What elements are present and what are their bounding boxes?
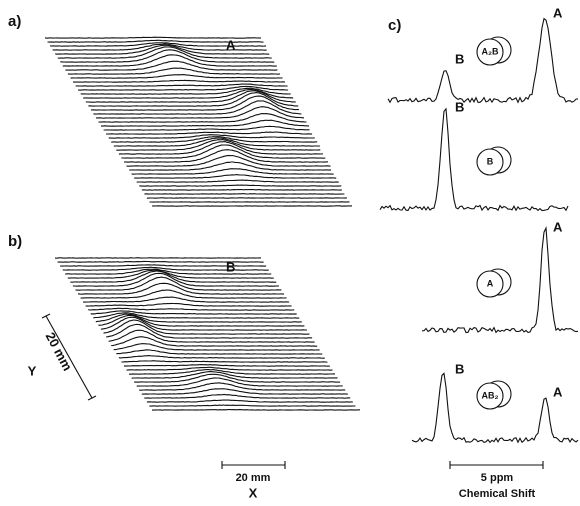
profile-line xyxy=(119,142,323,155)
figure: a) A b) B 20 mm Y 20 mm X c) 5 ppm Chemi… xyxy=(0,0,580,506)
profile-line xyxy=(152,410,360,411)
scale-label: 20 mm xyxy=(236,472,271,484)
profile-line xyxy=(71,75,283,79)
profile-line xyxy=(119,356,325,359)
peak-label: B xyxy=(455,51,464,66)
peak-label: A xyxy=(553,384,563,399)
profile-line xyxy=(127,155,331,166)
spectrum xyxy=(380,109,568,211)
phantom-label: B xyxy=(487,156,494,166)
profile-line xyxy=(149,405,355,406)
profile-line xyxy=(124,365,330,367)
scale-label: 5 ppm xyxy=(481,472,514,484)
profile-line xyxy=(58,261,264,262)
profile-line xyxy=(142,190,342,191)
profile-line xyxy=(63,55,277,66)
peak-label: B xyxy=(455,361,464,376)
profile-line xyxy=(116,140,320,151)
panel-label: c) xyxy=(388,17,401,34)
profile-line xyxy=(68,68,280,74)
profile-line xyxy=(114,344,320,351)
profile-line xyxy=(137,180,339,182)
profile-line xyxy=(144,394,350,398)
peak-label: B xyxy=(455,99,464,114)
profile-line xyxy=(121,361,327,363)
phantom-label: A xyxy=(487,278,494,288)
peak-label: A xyxy=(553,5,563,20)
profile-line xyxy=(55,258,261,259)
axis-label: Chemical Shift xyxy=(459,488,536,500)
profile-line xyxy=(93,101,301,114)
profile-line xyxy=(106,132,312,134)
panel-label: a) xyxy=(8,13,21,30)
scale-label: 20 mm xyxy=(43,330,76,373)
profile-line xyxy=(63,267,269,270)
profile-line xyxy=(73,80,285,82)
profile-line xyxy=(86,303,292,306)
profile-line xyxy=(109,330,315,342)
profile-line xyxy=(76,84,288,86)
profile-line xyxy=(104,126,310,130)
phantom-label: AB₂ xyxy=(482,390,499,400)
profile-line xyxy=(144,194,344,195)
phantom-label: A₂B xyxy=(482,46,499,56)
profile-line xyxy=(60,50,274,62)
axis-label: X xyxy=(249,485,258,500)
peak-label: A xyxy=(553,219,563,234)
profile-line xyxy=(134,175,336,179)
profile-line xyxy=(101,120,309,126)
profile-line xyxy=(96,107,304,119)
panel-label: b) xyxy=(8,233,22,250)
profile-line xyxy=(139,185,341,186)
profile-line xyxy=(127,367,333,370)
profile-line xyxy=(147,400,353,402)
scale-tick xyxy=(88,396,96,400)
axis-label: Y xyxy=(28,363,37,378)
profile-line xyxy=(88,308,294,310)
scale-tick xyxy=(42,314,50,318)
profile-line xyxy=(101,317,307,330)
